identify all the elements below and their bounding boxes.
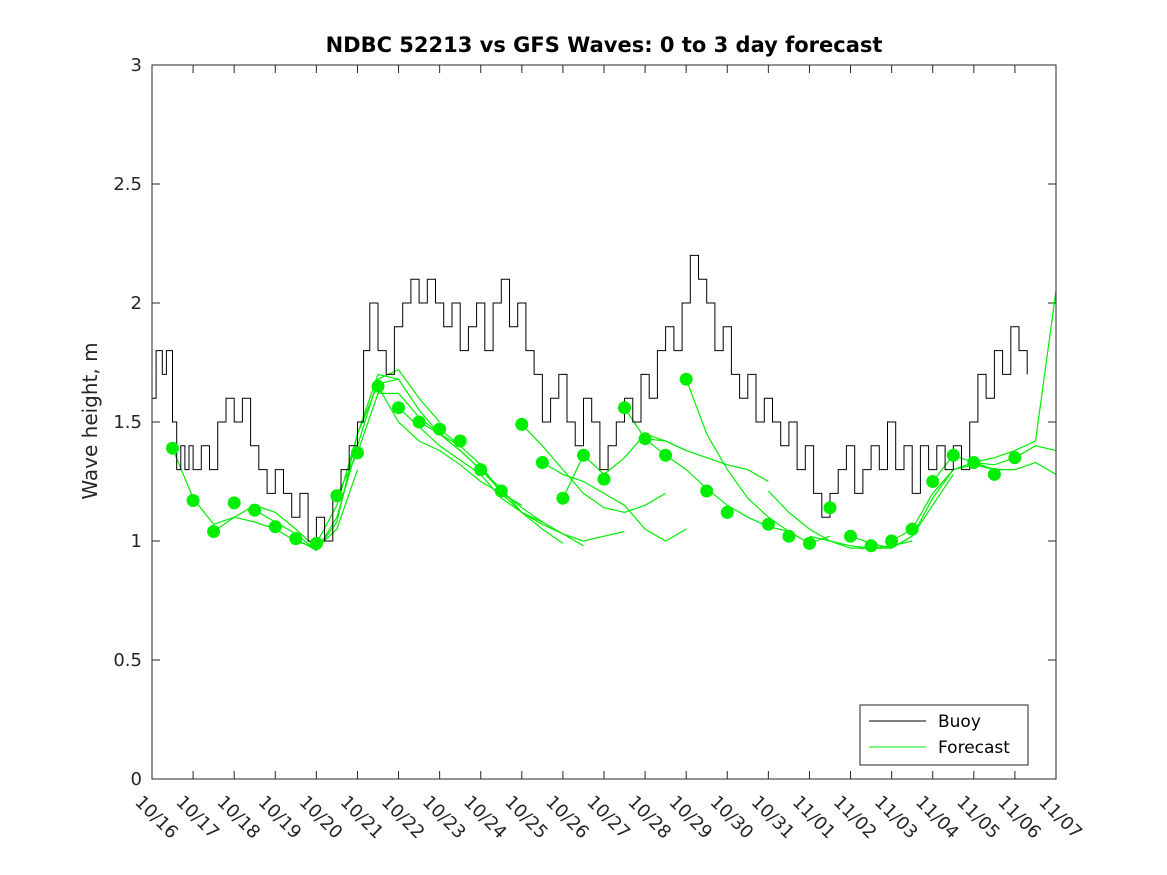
plot-frame (151, 64, 1057, 780)
forecast-marker (618, 401, 631, 415)
forecast-marker (186, 494, 200, 507)
forecast-markers (166, 372, 1022, 553)
forecast-marker (659, 448, 673, 462)
x-tick-label: 10/27 (582, 792, 634, 844)
forecast-marker (864, 539, 878, 553)
forecast-marker (392, 401, 405, 415)
forecast-marker (1008, 451, 1022, 465)
forecast-marker (679, 372, 693, 386)
y-axis-label: Wave height, m (78, 342, 102, 499)
forecast-marker (803, 536, 816, 550)
forecast-marker (761, 517, 775, 531)
x-tick-label: 10/23 (418, 792, 470, 844)
forecast-marker (248, 503, 262, 517)
y-tick-label: 3 (131, 55, 142, 76)
forecast-run-line (973, 461, 1057, 475)
legend-box (859, 704, 1029, 766)
forecast-marker (535, 456, 549, 469)
forecast-marker (412, 415, 426, 429)
y-tick-label: 1 (131, 531, 142, 552)
x-tick-label: 11/02 (829, 792, 881, 844)
buoy-lines (152, 254, 1028, 542)
x-tick-label: 11/07 (1034, 792, 1086, 844)
x-tick-label: 10/20 (295, 792, 347, 844)
forecast-marker (782, 529, 796, 543)
legend-buoy-label: Buoy (938, 712, 981, 732)
forecast-marker (166, 441, 179, 455)
x-tick-label: 10/29 (665, 792, 717, 844)
forecast-marker (309, 536, 323, 550)
forecast-run-line (521, 423, 666, 514)
x-tick-label: 10/18 (213, 792, 265, 844)
forecast-marker (926, 475, 940, 488)
y-tick-label: 0 (131, 769, 142, 790)
y-tick-label: 2.5 (113, 174, 142, 195)
x-tick-label: 10/16 (130, 792, 182, 844)
x-tick-label: 11/04 (911, 792, 963, 844)
x-tick-label: 10/26 (541, 792, 593, 844)
y-tick-label: 2 (131, 293, 142, 314)
forecast-marker (474, 463, 488, 477)
forecast-marker (844, 529, 857, 543)
y-tick-label: 0.5 (113, 650, 142, 671)
legend-forecast-label: Forecast (938, 738, 1010, 758)
forecast-marker (638, 432, 652, 446)
legend: Buoy Forecast (859, 704, 1029, 766)
forecast-marker (577, 448, 590, 462)
forecast-marker (946, 448, 960, 462)
forecast-marker (433, 422, 447, 436)
forecast-marker (597, 472, 611, 486)
y-tick-label: 1.5 (113, 412, 142, 433)
forecast-marker (700, 484, 714, 498)
x-tick-label: 10/21 (336, 792, 388, 844)
forecast-run-line (809, 474, 954, 549)
x-tick-label: 10/19 (254, 792, 306, 844)
forecast-marker (371, 379, 385, 393)
x-tick-label: 10/30 (706, 792, 758, 844)
forecast-run-line (542, 461, 687, 542)
buoy-series-line (152, 254, 1028, 542)
x-tick-label: 10/31 (747, 792, 799, 844)
forecast-marker (330, 489, 344, 503)
forecast-marker (453, 434, 467, 448)
y-ticks: 0 0.5 1 1.5 2 2.5 3 (113, 55, 1056, 790)
forecast-marker (823, 501, 837, 515)
x-tick-label: 11/05 (952, 792, 1004, 844)
forecast-marker (987, 467, 1001, 481)
forecast-run-line (213, 469, 359, 549)
forecast-marker (905, 522, 919, 536)
chart-title: NDBC 52213 vs GFS Waves: 0 to 3 day fore… (326, 33, 883, 57)
forecast-marker (227, 496, 241, 510)
x-tick-label: 11/06 (993, 792, 1045, 844)
forecast-marker (207, 525, 221, 538)
forecast-marker (515, 417, 529, 431)
forecast-marker (720, 505, 734, 519)
forecast-marker (351, 446, 364, 460)
forecast-marker (556, 491, 570, 505)
forecast-marker (967, 456, 981, 469)
x-tick-label: 10/24 (459, 792, 511, 844)
x-tick-label: 11/01 (788, 792, 840, 844)
x-tick-label: 10/28 (624, 792, 676, 844)
forecast-marker (289, 532, 303, 546)
x-tick-label: 10/25 (500, 792, 552, 844)
forecast-marker (494, 484, 508, 498)
x-tick-label: 10/17 (172, 792, 224, 844)
plot-area (152, 65, 1056, 779)
forecast-marker (268, 520, 282, 534)
x-tick-label: 10/22 (377, 792, 429, 844)
forecast-marker (885, 534, 899, 548)
x-tick-label: 11/03 (870, 792, 922, 844)
